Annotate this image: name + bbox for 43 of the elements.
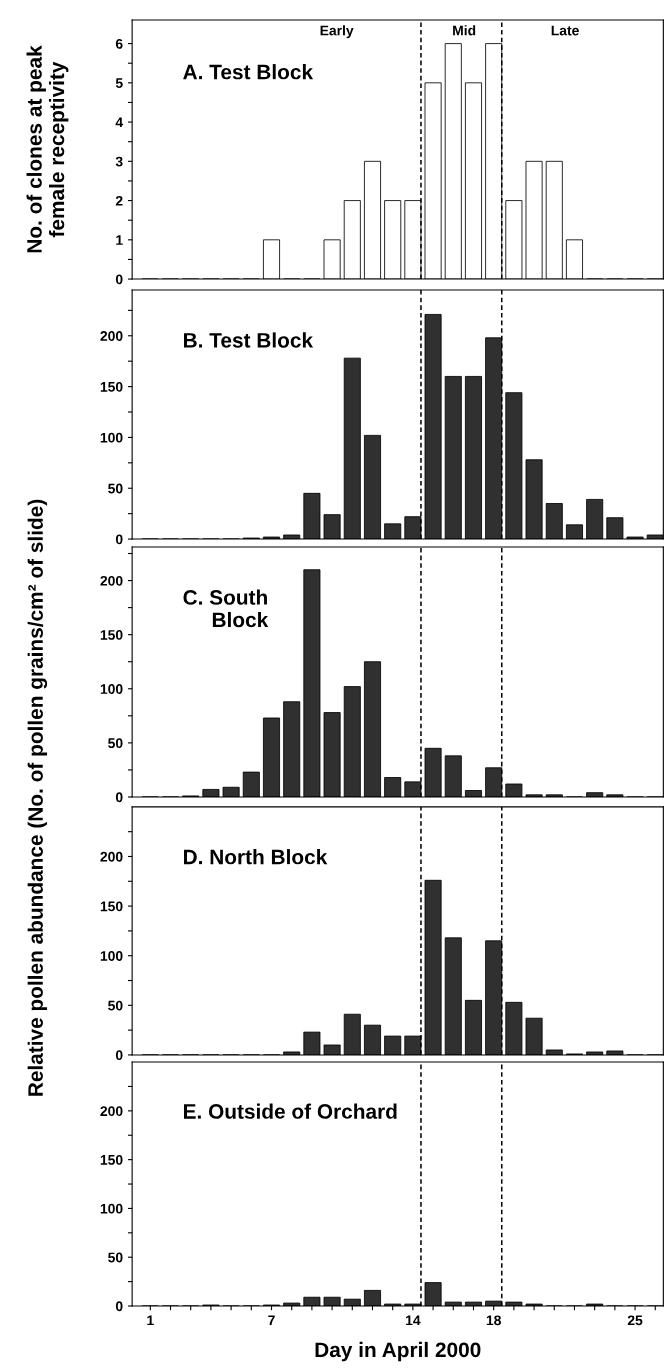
y-tick-label: 1: [116, 235, 123, 245]
y-tick-label: 100: [100, 1203, 123, 1214]
y-tick-label: 50: [108, 483, 123, 494]
text: D. North Block: [183, 849, 328, 865]
y-tick-label: 50: [108, 1000, 123, 1011]
y-tick-label: 0: [115, 1050, 123, 1061]
y-tick-label: 3: [115, 156, 123, 167]
y-tick-label: 200: [100, 851, 123, 862]
y-tick-label: 4: [115, 117, 124, 128]
y-tick-label: 50: [108, 1252, 123, 1263]
y-tick-label: 100: [100, 951, 123, 961]
y-axis-title: No. of clones at peak female receptivity: [26, 45, 69, 253]
y-tick-label: 0: [115, 1301, 123, 1312]
y-tick-label: 5: [115, 78, 123, 88]
text: C. South Block: [183, 589, 269, 628]
y-tick-label: 2: [115, 195, 123, 206]
x-tick-label: 25: [627, 1315, 643, 1326]
text: B. Test Block: [183, 332, 314, 348]
y-tick-label: 50: [108, 738, 123, 749]
x-tick-label: 14: [406, 1315, 421, 1326]
y-tick-label: 0: [115, 792, 123, 803]
y-tick-label: 0: [115, 274, 123, 285]
y-tick-label: 200: [100, 1106, 123, 1117]
annotation: Early: [320, 25, 354, 39]
y-tick-label: 200: [100, 331, 123, 341]
y-tick-label: 150: [100, 630, 123, 640]
x-axis-title: Day in April 2000: [315, 1341, 481, 1362]
y-tick-label: 100: [100, 684, 123, 694]
x-tick-label: 18: [486, 1315, 501, 1326]
x-tick-label: 1: [147, 1315, 154, 1326]
y-tick-label: 150: [100, 1154, 123, 1165]
text: E. Outside of Orchard: [183, 1103, 397, 1119]
x-tick-label: 7: [268, 1315, 275, 1326]
annotation: Mid: [453, 25, 476, 36]
y-axis-title: Relative pollen abundance (No. of pollen grains/cm² of slide): [27, 499, 48, 1096]
y-tick-label: 100: [100, 432, 123, 443]
text: A. Test Block: [183, 64, 314, 80]
y-tick-label: 150: [100, 901, 123, 912]
y-tick-label: 200: [100, 575, 123, 586]
y-tick-label: 0: [115, 534, 123, 545]
annotation: Late: [551, 25, 579, 36]
y-tick-label: 6: [115, 38, 123, 49]
y-tick-label: 150: [100, 381, 123, 392]
